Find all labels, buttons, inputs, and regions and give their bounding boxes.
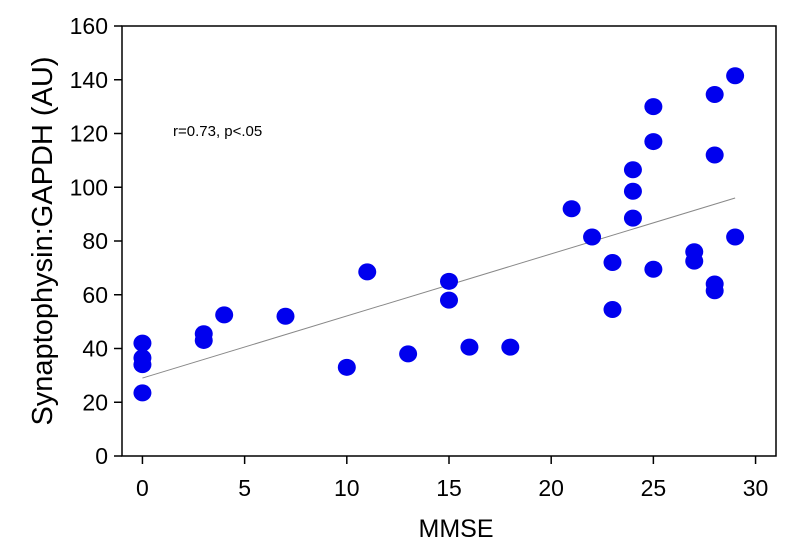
data-point bbox=[644, 260, 663, 278]
data-point bbox=[399, 345, 418, 363]
data-point bbox=[623, 182, 642, 200]
x-tick-label: 25 bbox=[641, 475, 667, 501]
y-tick-label: 40 bbox=[82, 336, 108, 362]
data-point bbox=[501, 338, 520, 356]
correlation-annotation: r=0.73, p<.05 bbox=[173, 123, 262, 140]
y-tick-label: 100 bbox=[70, 174, 108, 200]
data-point bbox=[623, 209, 642, 227]
data-point bbox=[562, 200, 581, 218]
y-tick-label: 120 bbox=[70, 121, 108, 147]
x-tick-label: 15 bbox=[436, 475, 462, 501]
x-tick-label: 5 bbox=[238, 475, 251, 501]
data-point bbox=[194, 331, 213, 349]
x-tick-label: 10 bbox=[334, 475, 360, 501]
data-point bbox=[726, 228, 745, 246]
data-point bbox=[685, 252, 704, 270]
x-tick-label: 30 bbox=[743, 475, 769, 501]
data-point bbox=[276, 307, 295, 325]
y-tick-label: 160 bbox=[70, 13, 108, 39]
y-tick-label: 140 bbox=[70, 67, 108, 93]
data-point bbox=[603, 254, 622, 271]
data-point bbox=[603, 301, 622, 319]
data-point bbox=[583, 228, 602, 246]
data-point bbox=[705, 146, 724, 164]
data-point bbox=[440, 291, 458, 309]
data-point bbox=[358, 263, 377, 281]
y-tick-label: 0 bbox=[95, 443, 108, 469]
y-tick-label: 20 bbox=[82, 389, 108, 415]
x-tick-label: 0 bbox=[136, 475, 149, 501]
x-tick-label: 20 bbox=[538, 475, 564, 501]
data-point bbox=[460, 338, 479, 356]
data-point bbox=[133, 356, 152, 374]
data-point bbox=[623, 161, 642, 179]
data-point bbox=[705, 282, 724, 300]
data-point bbox=[133, 384, 152, 402]
plot-area: 0 20 40 60 80 100 120 140 160 0 5 10 15 20 25 30 bbox=[70, 13, 777, 501]
data-point bbox=[644, 133, 663, 151]
data-point bbox=[133, 334, 152, 352]
data-point bbox=[705, 86, 724, 104]
y-tick-label: 80 bbox=[82, 228, 108, 254]
x-axis-title: MMSE bbox=[419, 515, 494, 543]
data-point bbox=[215, 306, 234, 324]
data-point bbox=[440, 272, 458, 290]
plot-frame bbox=[121, 25, 777, 457]
trend-line bbox=[142, 197, 736, 379]
data-point bbox=[644, 98, 663, 116]
data-point bbox=[337, 358, 356, 376]
y-axis-title: Synaptophysin:GAPDH (AU) bbox=[27, 56, 59, 425]
y-tick-label: 60 bbox=[82, 282, 108, 308]
data-point bbox=[726, 67, 745, 85]
